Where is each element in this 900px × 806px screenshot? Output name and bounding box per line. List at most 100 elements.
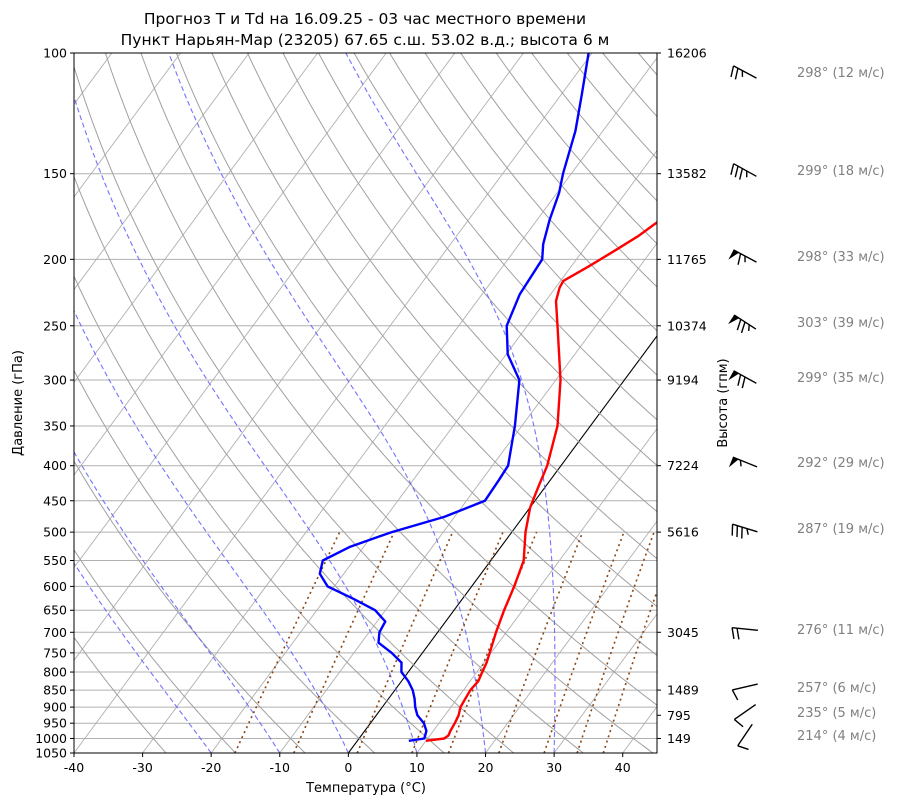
wind-label: 303° (39 м/с) <box>797 316 885 331</box>
wind-label: 235° (5 м/с) <box>797 706 876 721</box>
y-tick-label: 1000 <box>35 731 67 746</box>
isotherm-gridline <box>760 53 900 753</box>
height-tick-label: 16206 <box>667 46 707 61</box>
dry-adiabat <box>104 53 654 753</box>
mixing-ratio-line <box>576 531 655 753</box>
dry-adiabat <box>637 53 657 76</box>
y-tick-label: 700 <box>43 625 67 640</box>
wind-barb-feather <box>737 374 742 386</box>
wind-label: 276° (11 м/с) <box>797 623 885 638</box>
dry-adiabat <box>460 53 657 288</box>
wind-barb-staff <box>733 65 757 79</box>
wind-barb <box>731 683 758 701</box>
isotherm-gridline <box>74 53 593 753</box>
wind-barb-pennant <box>728 314 740 325</box>
wind-barb-staff <box>732 523 758 533</box>
isotherm-gridline <box>622 705 657 753</box>
y-tick-label: 200 <box>43 252 67 267</box>
wind-barb-feather <box>734 165 739 178</box>
mixing-ratio-line <box>602 588 657 753</box>
y-tick-label: 400 <box>43 458 67 473</box>
wind-barb <box>728 249 757 265</box>
isotherm-gridline <box>74 53 181 198</box>
mixing-ratio-line <box>543 531 625 753</box>
wind-barb-staff <box>731 626 759 632</box>
y-tick-label: 1050 <box>35 746 67 761</box>
y-tick-label: 100 <box>43 46 67 61</box>
y-tick-label: 650 <box>43 603 67 618</box>
isotherm-gridline <box>74 53 387 476</box>
y-tick-label: 600 <box>43 579 67 594</box>
zero-isotherm <box>347 334 657 753</box>
wind-profile: 298° (12 м/с) 299° (18 м/с) 298° (33 м/с) 3… <box>728 65 885 751</box>
wind-barb-feather <box>737 253 742 265</box>
height-tick-label: 9194 <box>667 373 699 388</box>
wind-label: 287° (19 м/с) <box>797 522 885 537</box>
wind-barb-pennant <box>728 370 739 381</box>
wind-barb-feather <box>730 163 735 175</box>
height-tick-label: 1489 <box>667 683 699 698</box>
dry-adiabat <box>495 53 657 245</box>
wind-barb-staff <box>737 723 753 747</box>
wind-barb <box>731 523 758 539</box>
dry-adiabat <box>674 53 900 753</box>
dry-adiabat <box>74 548 236 753</box>
wind-barb-staff <box>732 683 758 691</box>
height-tick-label: 3045 <box>667 625 699 640</box>
x-tick-label: -10 <box>270 760 290 775</box>
dry-adiabat <box>282 53 657 513</box>
x-tick-label: 30 <box>546 760 562 775</box>
dry-adiabat <box>175 53 657 657</box>
wind-barb-feather <box>740 321 746 334</box>
wind-barb <box>728 456 758 468</box>
chart-title-line1: Прогноз T и Td на 16.09.25 - 03 час мест… <box>144 10 586 28</box>
isotherm-gridline <box>485 520 657 753</box>
dry-adiabat <box>74 636 167 753</box>
x-tick-label: 0 <box>344 760 352 775</box>
moist-adiabat <box>74 94 418 753</box>
isotherm-gridline <box>142 57 657 753</box>
mixing-ratio-line <box>498 531 584 753</box>
x-tick-label: 10 <box>409 760 425 775</box>
y-tick-label: 300 <box>43 373 67 388</box>
isotherm-gridline <box>553 613 657 753</box>
y-tick-label: 850 <box>43 683 67 698</box>
moist-adiabat <box>74 309 349 753</box>
y-tick-label: 500 <box>43 525 67 540</box>
mixing-ratio-line <box>356 531 454 753</box>
moist-adiabat <box>168 53 487 753</box>
mixing-ratio-line <box>293 531 395 753</box>
height-axis: 16206 13582 11765 10374 9194 7224 5616 3045 1489… <box>657 46 707 746</box>
mixing-ratio-line <box>411 531 504 753</box>
isotherm-gridline <box>74 53 524 662</box>
temperature-profile <box>425 220 657 742</box>
wind-barb-feather <box>733 718 744 728</box>
series-lines <box>318 53 657 742</box>
chart-title-line2: Пункт Нарьян-Мар (23205) 67.65 с.ш. 53.0… <box>121 31 610 49</box>
x-tick-label: -30 <box>132 760 152 775</box>
wind-barb <box>728 370 757 389</box>
y-axis-label: Давление (гПа) <box>11 350 26 456</box>
wind-label: 298° (12 м/с) <box>797 66 885 81</box>
height-tick-label: 10374 <box>667 318 707 333</box>
dry-adiabat <box>140 53 657 706</box>
wind-label: 299° (18 м/с) <box>797 164 885 179</box>
wind-barb-feather <box>730 65 735 78</box>
dry-adiabat <box>318 53 657 467</box>
height-axis-label: Высота (гпм) <box>716 358 731 447</box>
dry-adiabat <box>74 65 584 753</box>
wind-barb-staff <box>733 163 757 177</box>
wind-barb-feather <box>737 745 749 751</box>
wind-barb-feather <box>736 319 742 331</box>
y-tick-label: 950 <box>43 716 67 731</box>
height-tick-label: 7224 <box>667 458 699 473</box>
mixing-ratio-line <box>234 531 341 753</box>
dry-adiabat <box>74 175 515 753</box>
x-tick-label: 20 <box>478 760 494 775</box>
y-tick-label: 250 <box>43 318 67 333</box>
x-axis: -40 -30 -20 -10 0 10 20 30 40 <box>64 753 631 775</box>
height-tick-label: 13582 <box>667 166 707 181</box>
isotherm-gridline <box>74 53 456 569</box>
height-tick-label: 11765 <box>667 252 707 267</box>
